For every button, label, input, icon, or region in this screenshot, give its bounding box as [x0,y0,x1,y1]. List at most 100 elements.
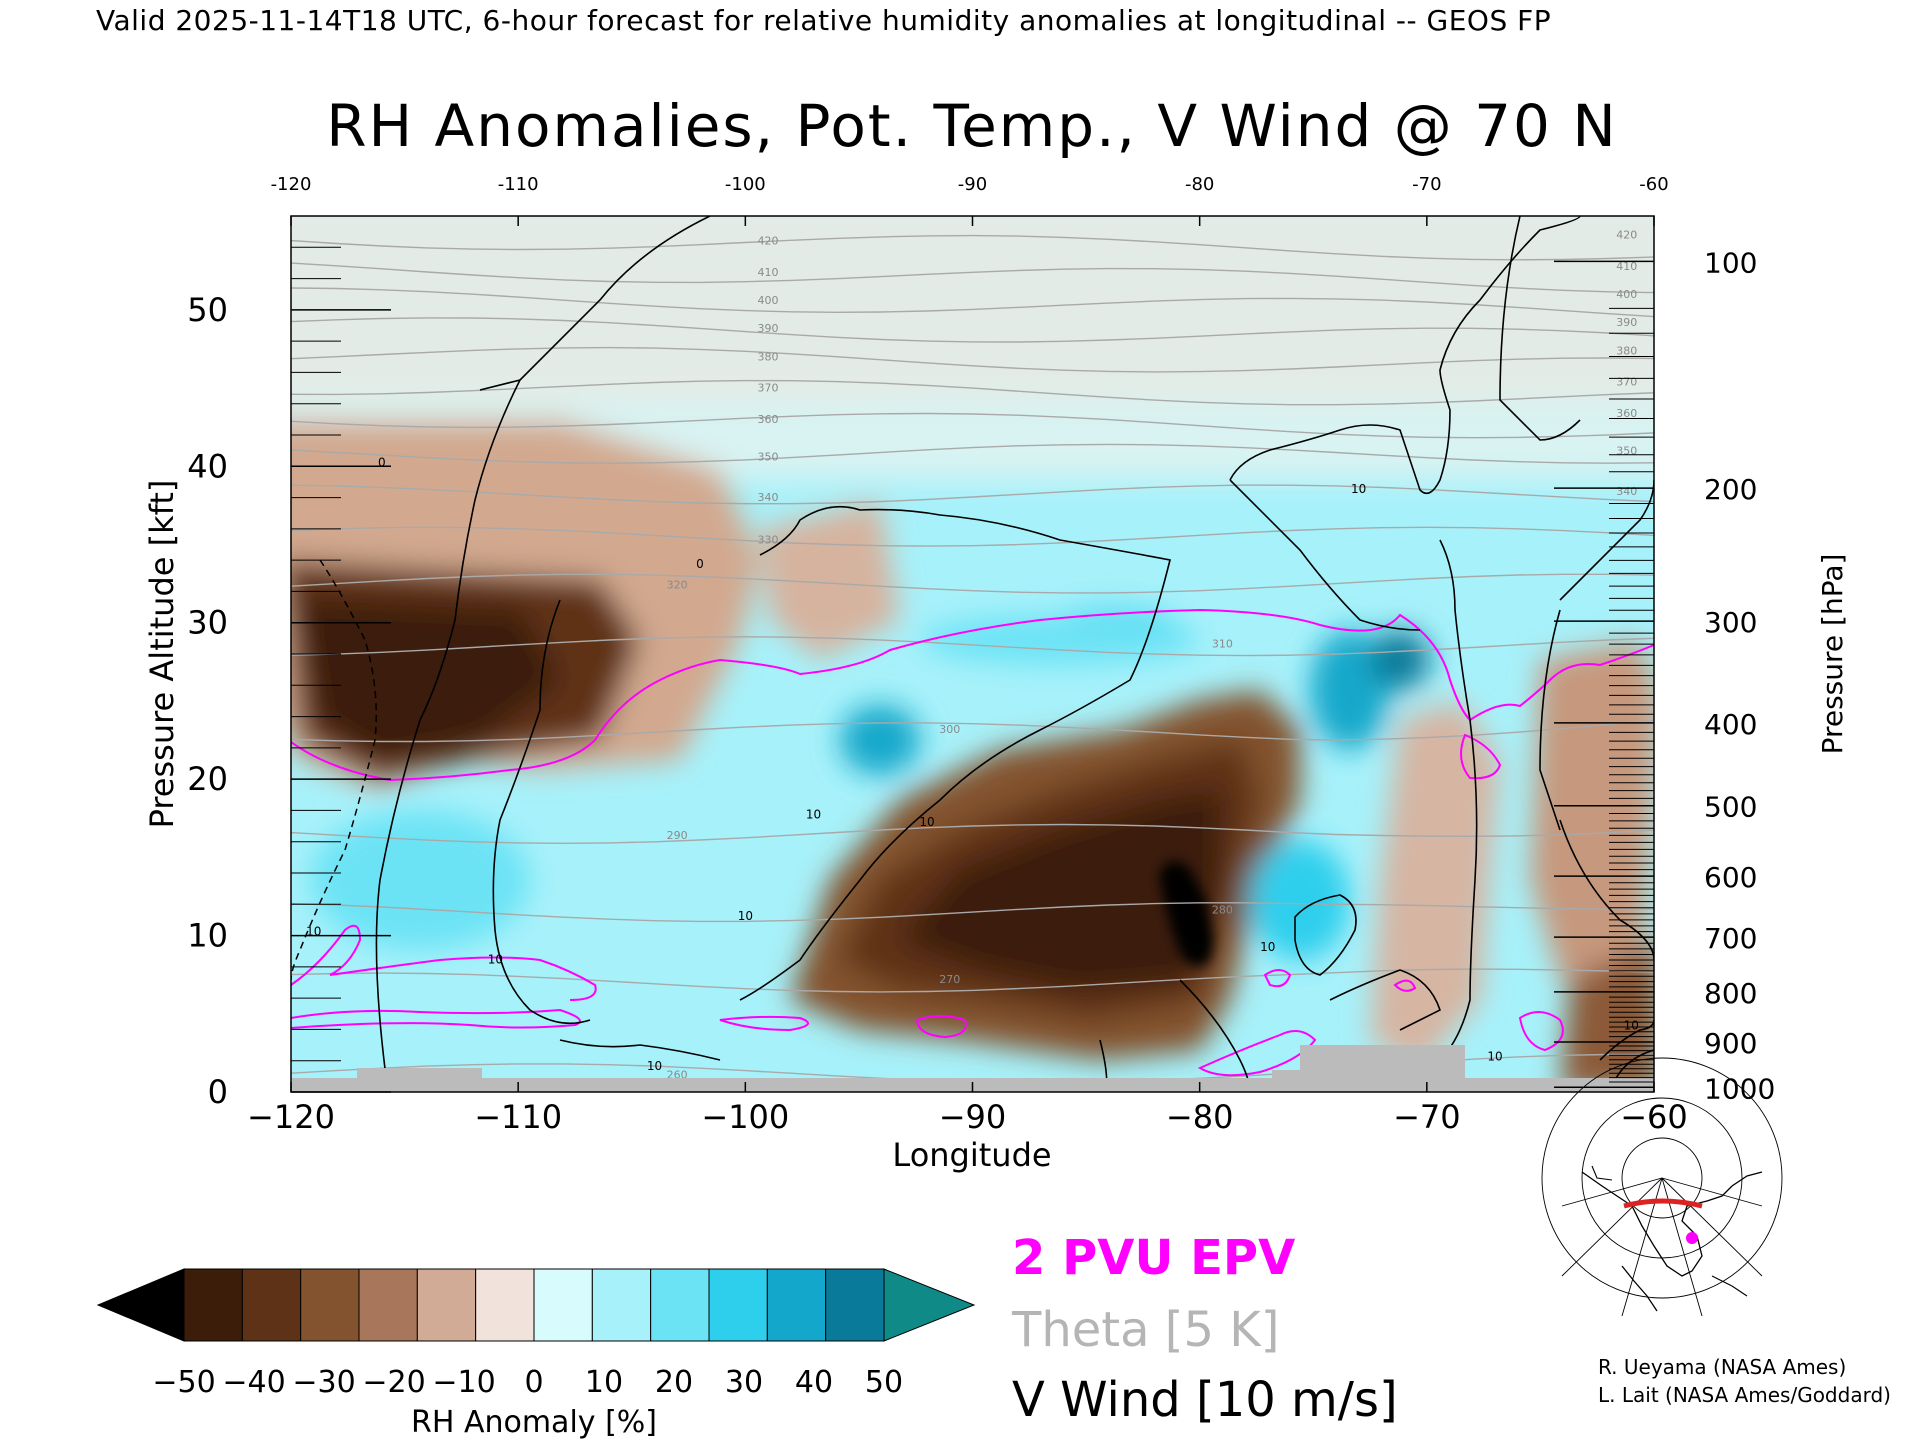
pressure-tick-label: 400 [1704,708,1757,741]
x-tick-top-label: -80 [1185,174,1214,195]
y-tick-label: 40 [187,447,228,485]
theta-level-label-east: 340 [1616,485,1637,498]
pressure-tick-label: 100 [1704,246,1757,279]
colorbar-tick-label: 50 [865,1365,903,1400]
theta-legend-label: Theta [5 K] [1011,1302,1280,1358]
colorbar-swatch [591,1268,652,1342]
theta-level-label: 330 [758,533,779,546]
colorbar-swatch [183,1268,243,1342]
colorbar-tick-label: −40 [222,1365,285,1400]
colorbar-tick-label: −20 [362,1365,425,1400]
colorbar-swatch [533,1268,593,1342]
x-tick-label: −60 [1620,1098,1688,1136]
x-tick-top-label: -70 [1412,174,1441,195]
colorbar-swatch [358,1268,418,1342]
vwind-contour-label: 10 [1260,940,1275,954]
y-tick-label: 50 [187,291,228,329]
theta-level-label-east: 390 [1616,316,1637,329]
colorbar-swatch [708,1268,768,1342]
vwind-contour-label: 10 [919,815,934,829]
locator-map [1541,1057,1783,1317]
colorbar-label: RH Anomaly [%] [411,1405,657,1440]
theta-level-label: 370 [758,382,779,395]
theta-level-label: 270 [939,973,960,986]
theta-level-label: 410 [758,266,779,279]
terrain-mask [291,1045,1654,1092]
vwind-contour-label: 10 [806,807,821,821]
wind-legend-label: V Wind [10 m/s] [1012,1372,1398,1428]
y-axis-label: Pressure Altitude [kft] [143,480,181,829]
colorbar-tick-label: −50 [152,1365,215,1400]
colorbar-tick-label: 20 [655,1365,693,1400]
colorbar-tick-label: 40 [795,1365,833,1400]
colorbar-tick-label: 30 [725,1365,763,1400]
y-tick-label: 10 [187,917,228,955]
pressure-tick-label: 1000 [1704,1072,1775,1105]
colorbar-swatch [416,1268,477,1342]
x-tick-label: −90 [939,1098,1007,1136]
pressure-tick-label: 900 [1704,1027,1757,1060]
pressure-tick-label: 800 [1704,977,1757,1010]
colorbar-low-extend [96,1268,185,1342]
vwind-contour-label: 10 [738,909,753,923]
vwind-contour-label: 0 [696,557,704,571]
colorbar-tick-label: −10 [432,1365,495,1400]
y-axis-right-label: Pressure [hPa] [1816,554,1849,755]
theta-level-label: 280 [1212,904,1233,917]
header-text: Valid 2025-11-14T18 UTC, 6-hour forecast… [96,4,1551,37]
theta-level-label: 380 [758,350,779,363]
colorbar-tick-label: 10 [585,1365,623,1400]
x-tick-label: −120 [247,1098,335,1136]
pressure-tick-label: 700 [1704,922,1757,955]
credit-1: R. Ueyama (NASA Ames) [1598,1355,1846,1379]
x-tick-top-label: -120 [271,174,312,195]
theta-level-label: 300 [939,723,960,736]
theta-level-label: 390 [758,322,779,335]
dry-core [1159,860,1214,968]
y-tick-label: 0 [208,1073,228,1111]
colorbar-swatch [300,1268,360,1342]
axes: −120 -120 −110 -110 −100 -100 −90 -90 −80 -80 −70 -… [187,174,1775,1136]
pressure-tick-label: 300 [1704,606,1757,639]
colorbar-swatch [766,1268,827,1342]
theta-level-label: 320 [667,579,688,592]
colorbar-swatch [475,1268,535,1342]
vwind-contour-label: 10 [1487,1050,1502,1064]
vwind-negative-contour [291,559,377,981]
pressure-tick-label: 500 [1704,791,1757,824]
pvu-legend-label: 2 PVU EPV [1012,1230,1295,1286]
theta-level-label: 400 [758,294,779,307]
vwind-contour-label: 10 [306,925,321,939]
theta-level-label-east: 370 [1616,376,1637,389]
theta-level-label-east: 380 [1616,344,1637,357]
x-tick-top-label: -100 [725,174,766,195]
vwind-contour-label: 10 [1351,482,1366,496]
x-tick-top-label: -60 [1639,174,1668,195]
credit-2: L. Lait (NASA Ames/Goddard) [1598,1383,1891,1407]
theta-level-label: 420 [758,235,779,248]
colorbar-high-extend [883,1268,976,1342]
colorbar-tick-label: −30 [292,1365,355,1400]
theta-level-label-east: 400 [1616,288,1637,301]
theta-level-label: 310 [1212,638,1233,651]
vwind-contour-label: 10 [1624,1018,1639,1032]
x-tick-label: −70 [1393,1098,1461,1136]
colorbar: −50 −40 −30 −20 −10 0 10 20 30 40 50 [96,1268,976,1400]
theta-level-label-east: 360 [1616,407,1637,420]
colorbar-swatch [825,1268,885,1342]
theta-level-label-east: 350 [1616,444,1637,457]
theta-level-label: 350 [758,450,779,463]
pressure-tick-label: 600 [1704,861,1757,894]
vwind-contour-label: 10 [488,953,503,967]
x-tick-top-label: -110 [498,174,539,195]
vwind-contour-label: 0 [378,455,386,469]
vwind-contour-label: 10 [647,1059,662,1073]
x-tick-label: −80 [1166,1098,1234,1136]
theta-level-label-east: 420 [1616,229,1637,242]
theta-level-label-east: 410 [1616,260,1637,273]
heatmap-field [291,216,1654,1092]
x-axis-label: Longitude [892,1136,1051,1174]
colorbar-swatch [241,1268,302,1342]
